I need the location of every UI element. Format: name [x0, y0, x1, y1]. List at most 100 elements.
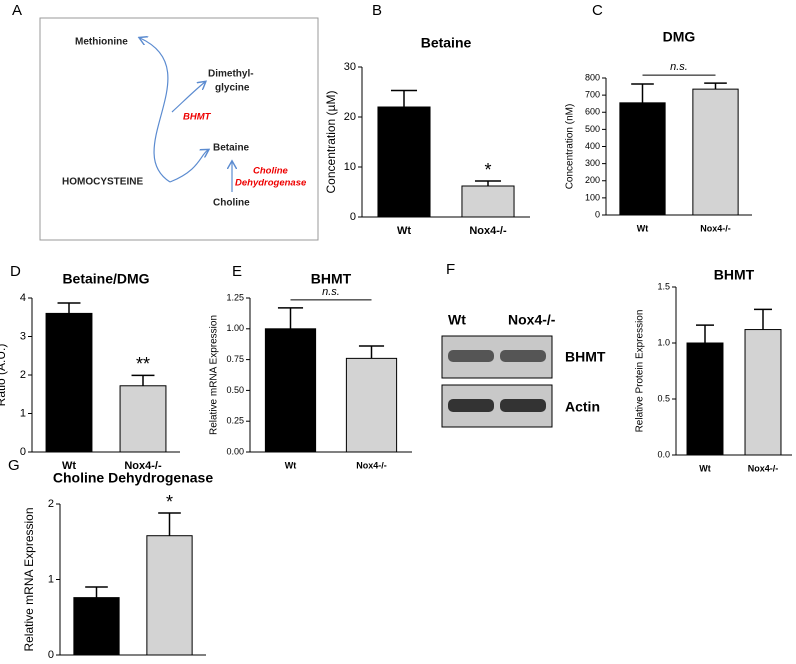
y-tick-label: 0.0 — [657, 449, 670, 459]
y-tick-label: 800 — [585, 72, 600, 82]
bar — [686, 342, 724, 456]
lane-label: Wt — [448, 312, 466, 328]
y-axis-label: Concentration (µM) — [324, 91, 338, 194]
y-tick-label: 3 — [20, 330, 26, 342]
y-tick-label: 1.00 — [226, 323, 244, 333]
y-axis-label: Ratio (A.U.) — [0, 344, 8, 407]
y-tick-label: 4 — [20, 292, 26, 304]
panel-letter: A — [12, 2, 22, 19]
y-tick-label: 500 — [585, 124, 600, 134]
y-tick-label: 0.5 — [657, 393, 670, 403]
blot-band — [448, 350, 494, 362]
y-tick-label: 10 — [344, 161, 356, 173]
band-label: Actin — [565, 399, 600, 415]
y-tick-label: 1.25 — [226, 292, 244, 302]
chart-title: Betaine — [421, 35, 472, 51]
bar — [377, 106, 431, 218]
diagram-box — [39, 17, 319, 241]
blot-band — [448, 399, 494, 412]
x-tick-label: Nox4-/- — [356, 460, 387, 470]
node: Methionine — [75, 37, 128, 48]
y-tick-label: 0 — [350, 211, 356, 223]
arrow — [171, 82, 205, 113]
arrow — [169, 150, 208, 183]
y-tick-label: 1 — [20, 407, 26, 419]
chart-title: Betaine/DMG — [62, 271, 149, 287]
y-tick-label: 1.5 — [657, 281, 670, 291]
y-tick-label: 20 — [344, 111, 356, 123]
arrow — [140, 38, 171, 183]
y-axis-label: Concentration (nM) — [565, 104, 576, 190]
band-label: BHMT — [565, 349, 606, 365]
blot-band — [500, 350, 546, 362]
y-tick-label: 100 — [585, 192, 600, 202]
y-tick-label: 0.50 — [226, 385, 244, 395]
x-tick-label: Nox4-/- — [124, 460, 162, 472]
node: HOMOCYSTEINE — [62, 177, 143, 188]
bar — [73, 597, 120, 656]
annotation: * — [166, 492, 173, 512]
lane-label: Nox4-/- — [508, 312, 556, 328]
y-tick-label: 2 — [48, 498, 54, 510]
bar — [264, 328, 317, 453]
x-tick-label: Wt — [285, 460, 297, 470]
y-tick-label: 0.00 — [226, 446, 244, 456]
y-tick-label: 0 — [20, 446, 26, 458]
panel-letter: G — [8, 457, 20, 474]
bar — [692, 88, 739, 216]
chart-title: DMG — [663, 29, 696, 45]
y-axis-label: Relative Protein Expression — [635, 310, 646, 433]
annotation: n.s. — [322, 286, 340, 298]
annotation: n.s. — [670, 61, 688, 73]
y-tick-label: 1.0 — [657, 337, 670, 347]
chart-title: Choline Dehydrogenase — [53, 470, 213, 486]
y-tick-label: 600 — [585, 107, 600, 117]
x-tick-label: Wt — [699, 463, 711, 473]
y-tick-label: 0 — [48, 649, 54, 661]
enzyme: Dehydrogenase — [235, 178, 307, 189]
enzyme: Choline — [253, 166, 289, 177]
x-tick-label: Nox4-/- — [748, 463, 779, 473]
x-tick-label: Nox4-/- — [469, 225, 507, 237]
chart-title: BHMT — [714, 267, 755, 283]
x-tick-label: Wt — [637, 223, 649, 233]
y-tick-label: 0.25 — [226, 416, 244, 426]
x-tick-label: Wt — [62, 460, 76, 472]
y-tick-label: 0.75 — [226, 354, 244, 364]
panel-letter: B — [372, 2, 382, 19]
y-axis-label: Relative mRNA Expression — [22, 507, 36, 651]
y-tick-label: 0 — [595, 209, 600, 219]
panel-letter: C — [592, 2, 603, 19]
x-tick-label: Nox4-/- — [700, 223, 731, 233]
y-tick-label: 200 — [585, 175, 600, 185]
y-tick-label: 1 — [48, 573, 54, 585]
bar — [744, 329, 782, 456]
blot-band — [500, 399, 546, 412]
x-tick-label: Wt — [397, 225, 411, 237]
x-tick-label: Nox4-/- — [151, 663, 189, 664]
y-tick-label: 2 — [20, 369, 26, 381]
y-axis-label: Relative mRNA Expression — [209, 315, 220, 435]
node: Betaine — [213, 143, 250, 154]
node: glycine — [215, 83, 250, 94]
enzyme: BHMT — [183, 112, 212, 123]
bar — [146, 535, 193, 656]
node: Choline — [213, 198, 250, 209]
bar — [45, 312, 93, 453]
node: Dimethyl- — [208, 69, 254, 80]
y-tick-label: 700 — [585, 90, 600, 100]
bar — [119, 385, 167, 453]
annotation: ** — [136, 354, 150, 374]
annotation: * — [484, 160, 491, 180]
panel-letter: F — [446, 261, 455, 278]
bar — [461, 185, 515, 218]
y-tick-label: 300 — [585, 158, 600, 168]
panel-letter: E — [232, 263, 242, 280]
y-tick-label: 30 — [344, 61, 356, 73]
chart-title: BHMT — [311, 271, 352, 287]
x-tick-label: Wt — [89, 663, 103, 664]
panel-letter: D — [10, 263, 21, 280]
y-tick-label: 400 — [585, 141, 600, 151]
